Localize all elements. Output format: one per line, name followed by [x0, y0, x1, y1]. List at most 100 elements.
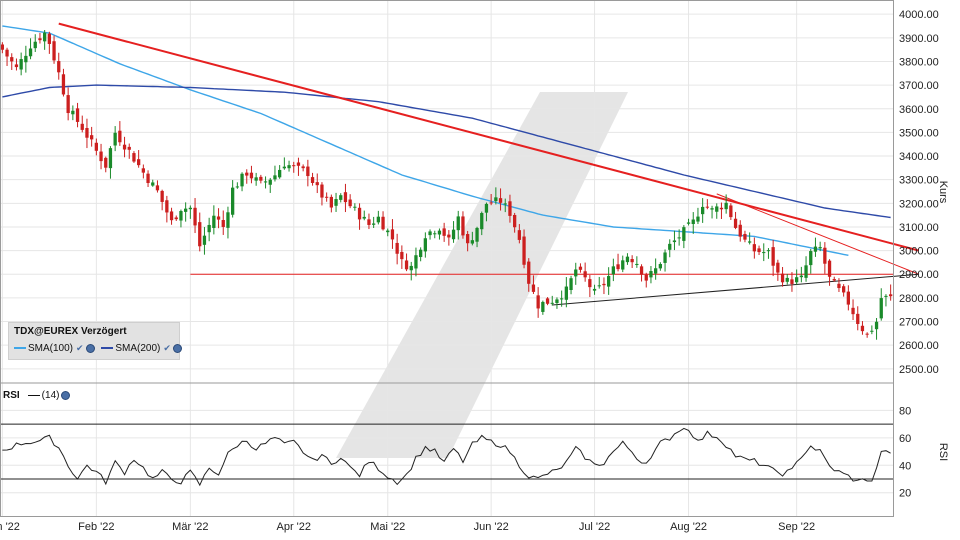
- candle-body: [508, 201, 512, 216]
- candle-body: [372, 223, 376, 225]
- x-tick-label: Sep '22: [778, 521, 815, 533]
- trendline: [552, 273, 919, 306]
- check-icon[interactable]: ✔: [163, 343, 171, 353]
- y-tick-label: 3800.00: [899, 56, 939, 68]
- candle-body: [710, 208, 714, 210]
- candle-body: [823, 247, 827, 264]
- sma-100-line: [2, 25, 849, 256]
- candle-body: [785, 277, 789, 282]
- rsi-period: (14): [41, 390, 60, 401]
- candle-body: [329, 196, 333, 208]
- candle-body: [592, 288, 597, 291]
- candle-body: [818, 247, 822, 249]
- candle-body: [14, 64, 19, 68]
- rsi-legend: RSI (14): [3, 390, 71, 404]
- candle-body: [94, 142, 98, 151]
- candle-body: [108, 148, 113, 169]
- candle-body: [555, 299, 559, 304]
- candle-body: [104, 157, 108, 168]
- candle-body: [367, 219, 371, 225]
- candle-body: [207, 224, 211, 233]
- candle-body: [428, 231, 432, 236]
- candle-body: [132, 153, 136, 162]
- rsi-axis-title: RSI: [937, 443, 949, 461]
- y-tick-label: 2700.00: [899, 317, 939, 329]
- candle-body: [315, 182, 319, 186]
- legend-sma-200[interactable]: SMA(200): [115, 343, 161, 354]
- candle-body: [310, 177, 315, 183]
- candle-body: [799, 275, 803, 278]
- candle-body: [442, 228, 446, 236]
- candle-body: [179, 211, 183, 221]
- candle-body: [884, 295, 888, 297]
- candle-body: [386, 230, 390, 233]
- candle-body: [184, 208, 188, 212]
- y-tick-label: 3600.00: [899, 104, 939, 116]
- eye-icon[interactable]: [85, 343, 95, 353]
- candle-body: [578, 266, 583, 270]
- candle-body: [517, 230, 521, 240]
- candle-body: [889, 294, 893, 297]
- candle-body: [90, 135, 94, 140]
- rsi-swatch: [27, 394, 40, 396]
- candle-body: [480, 213, 484, 230]
- candle-body: [766, 250, 771, 252]
- candle-body: [494, 197, 498, 202]
- candle-body: [630, 259, 634, 263]
- y-tick-label: 2900.00: [899, 269, 939, 281]
- candle-body: [301, 166, 305, 169]
- candle-body: [658, 264, 662, 269]
- candle-body: [701, 206, 705, 215]
- candle-body: [705, 206, 709, 208]
- candle-body: [85, 128, 89, 138]
- check-icon[interactable]: ✔: [76, 343, 84, 353]
- candle-body: [71, 110, 75, 115]
- rsi-line: [2, 427, 891, 487]
- candle-body: [202, 235, 207, 245]
- x-tick-label: Mär '22: [172, 521, 208, 533]
- candle-body: [809, 251, 813, 266]
- candle-body: [470, 240, 474, 244]
- candle-body: [733, 218, 738, 228]
- candle-body: [325, 196, 329, 198]
- candle-body: [231, 187, 235, 215]
- candle-body: [870, 330, 874, 332]
- candle-body: [663, 252, 667, 263]
- candle-body: [24, 55, 28, 63]
- rsi-title: RSI: [3, 390, 20, 401]
- y-tick-label: 3500.00: [899, 127, 939, 139]
- candle-body: [564, 286, 568, 300]
- candle-body: [846, 291, 850, 305]
- candle-body: [155, 185, 160, 191]
- candle-body: [752, 244, 756, 252]
- candle-body: [837, 283, 841, 289]
- candle-body: [545, 298, 550, 304]
- candle-body: [57, 61, 61, 73]
- candle-body: [254, 177, 258, 181]
- plot-frame: [0, 0, 894, 517]
- candle-body: [672, 240, 677, 243]
- candle-body: [654, 268, 658, 274]
- rsi-tick-label: 80: [899, 405, 911, 417]
- rsi-tick-label: 20: [899, 488, 911, 500]
- x-tick-label: Feb '22: [78, 521, 114, 533]
- candle-body: [550, 302, 554, 304]
- candle-body: [771, 247, 775, 266]
- eye-icon[interactable]: [172, 343, 182, 353]
- legend-sma-100[interactable]: SMA(100): [28, 343, 74, 354]
- x-tick-label: Aug '22: [670, 521, 707, 533]
- candle-body: [466, 234, 470, 244]
- candle-body: [334, 199, 338, 206]
- candle-body: [404, 260, 409, 270]
- candle-body: [616, 264, 620, 270]
- watermark-logo: [336, 92, 628, 458]
- candle-body: [268, 179, 272, 185]
- candle-body: [43, 32, 47, 42]
- legend-box: TDX@EUREX Verzögert SMA(100) ✔ SMA(200) ✔: [8, 322, 182, 360]
- candle-body: [644, 274, 648, 281]
- candle-body: [649, 271, 653, 278]
- eye-icon[interactable]: [61, 390, 71, 400]
- candle-body: [122, 144, 127, 150]
- candle-body: [419, 249, 423, 258]
- candle-body: [583, 271, 587, 278]
